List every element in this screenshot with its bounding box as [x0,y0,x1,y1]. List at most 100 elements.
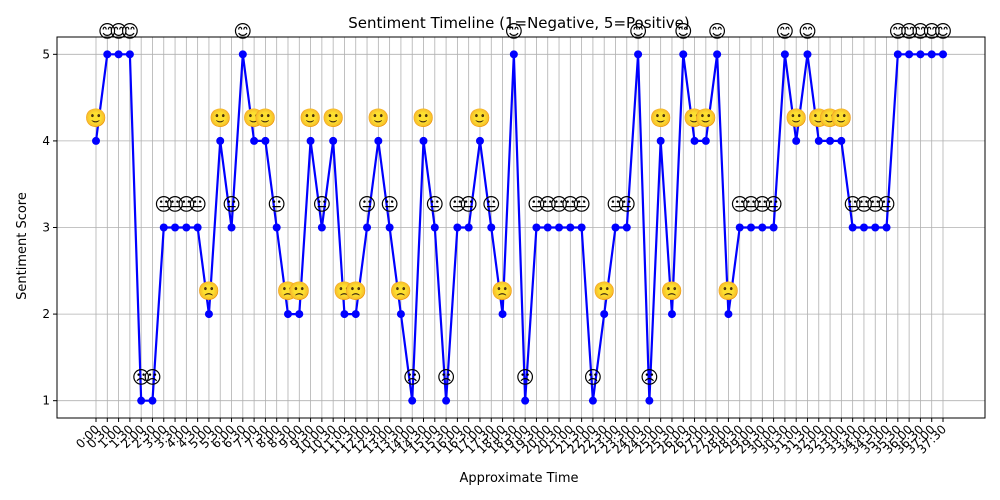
data-point [871,223,880,232]
point-annotation: ☹ [437,368,456,389]
point-annotation: 😐 [222,195,241,216]
chart-title: Sentiment Timeline (1=Negative, 5=Positi… [348,14,689,32]
data-point [340,310,349,319]
data-point [690,136,699,145]
data-point [204,310,213,319]
point-annotation: 🙁 [593,281,615,302]
y-tick-label: 3 [42,221,50,235]
point-annotation: ☹ [143,368,162,389]
point-annotation: 😐 [843,195,862,216]
point-annotation: 😊 [776,21,795,42]
data-point [600,310,609,319]
point-annotation: 😐 [425,195,444,216]
point-annotation: ☹ [584,368,603,389]
data-point [261,136,270,145]
point-annotation: 🙁 [661,281,683,302]
annotation-layer: 🙂😊😊😊☹☹😐😐😐😐🙁🙂😐😊🙂🙂😐🙁🙁🙂😐🙂🙁🙁😐🙂😐🙁☹🙂😐☹😐😐🙂😐🙁😊☹😐… [85,21,953,388]
point-annotation: 🙂 [830,108,852,129]
point-annotation: 😐 [730,195,749,216]
point-annotation: 😐 [538,195,557,216]
point-annotation: 🙂 [322,108,344,129]
point-annotation: 😊 [934,21,953,42]
data-point [645,396,654,405]
x-axis-title: Approximate Time [460,471,579,486]
point-annotation: 😐 [154,195,173,216]
data-point [103,50,112,59]
point-annotation: 😐 [527,195,546,216]
point-annotation: 🙁 [717,281,739,302]
point-annotation: 😐 [866,195,885,216]
data-point [769,223,778,232]
point-annotation: ☹ [516,368,535,389]
point-annotation: 😐 [459,195,478,216]
point-annotation: 🙂 [85,108,107,129]
data-point [803,50,812,59]
point-annotation: ☹ [132,368,151,389]
point-annotation: 😐 [177,195,196,216]
data-point [735,223,744,232]
point-annotation: 😐 [188,195,207,216]
point-annotation: 🙁 [288,281,310,302]
point-annotation: 😐 [742,195,761,216]
point-annotation: 😐 [166,195,185,216]
data-point [408,396,417,405]
data-point [667,310,676,319]
point-annotation: 🙂 [243,108,265,129]
data-point [430,223,439,232]
data-point [171,223,180,232]
data-point [927,50,936,59]
line-layer [94,53,943,402]
y-tick-label: 5 [42,47,50,61]
data-point [747,223,756,232]
point-annotation: 🙂 [209,108,231,129]
data-point [385,223,394,232]
data-point [588,396,597,405]
point-annotation: 😐 [561,195,580,216]
point-annotation: 😐 [877,195,896,216]
point-annotation: 🙁 [277,281,299,302]
data-point [543,223,552,232]
data-point [419,136,428,145]
point-annotation: 🙂 [683,108,705,129]
point-annotation: 😐 [550,195,569,216]
data-point [295,310,304,319]
data-point [272,223,281,232]
data-point [475,136,484,145]
point-annotation: 😊 [233,21,252,42]
data-point [227,223,236,232]
data-point [758,223,767,232]
data-point [182,223,191,232]
data-point [137,396,146,405]
point-annotation: 🙁 [198,281,220,302]
point-annotation: 😐 [482,195,501,216]
data-point [916,50,925,59]
data-point [509,50,518,59]
data-point [792,136,801,145]
data-point [238,50,247,59]
data-point [882,223,891,232]
data-point [724,310,733,319]
point-annotation: 😐 [764,195,783,216]
data-point [532,223,541,232]
data-point [521,396,530,405]
data-point [125,50,134,59]
data-point [939,50,947,59]
point-annotation: ☹ [403,368,422,389]
data-point [814,136,823,145]
point-annotation: 🙁 [333,281,355,302]
point-annotation: 🙂 [367,108,389,129]
point-annotation: 🙂 [785,108,807,129]
data-point [283,310,292,319]
point-annotation: ☹ [640,368,659,389]
point-annotation: 🙂 [649,108,671,129]
point-annotation: 🙂 [819,108,841,129]
data-point [487,223,496,232]
data-point [566,223,575,232]
data-point [396,310,405,319]
point-layer [92,50,947,405]
point-annotation: 😐 [358,195,377,216]
point-annotation: 🙂 [299,108,321,129]
data-point [577,223,586,232]
data-point [634,50,643,59]
point-annotation: 😐 [267,195,286,216]
